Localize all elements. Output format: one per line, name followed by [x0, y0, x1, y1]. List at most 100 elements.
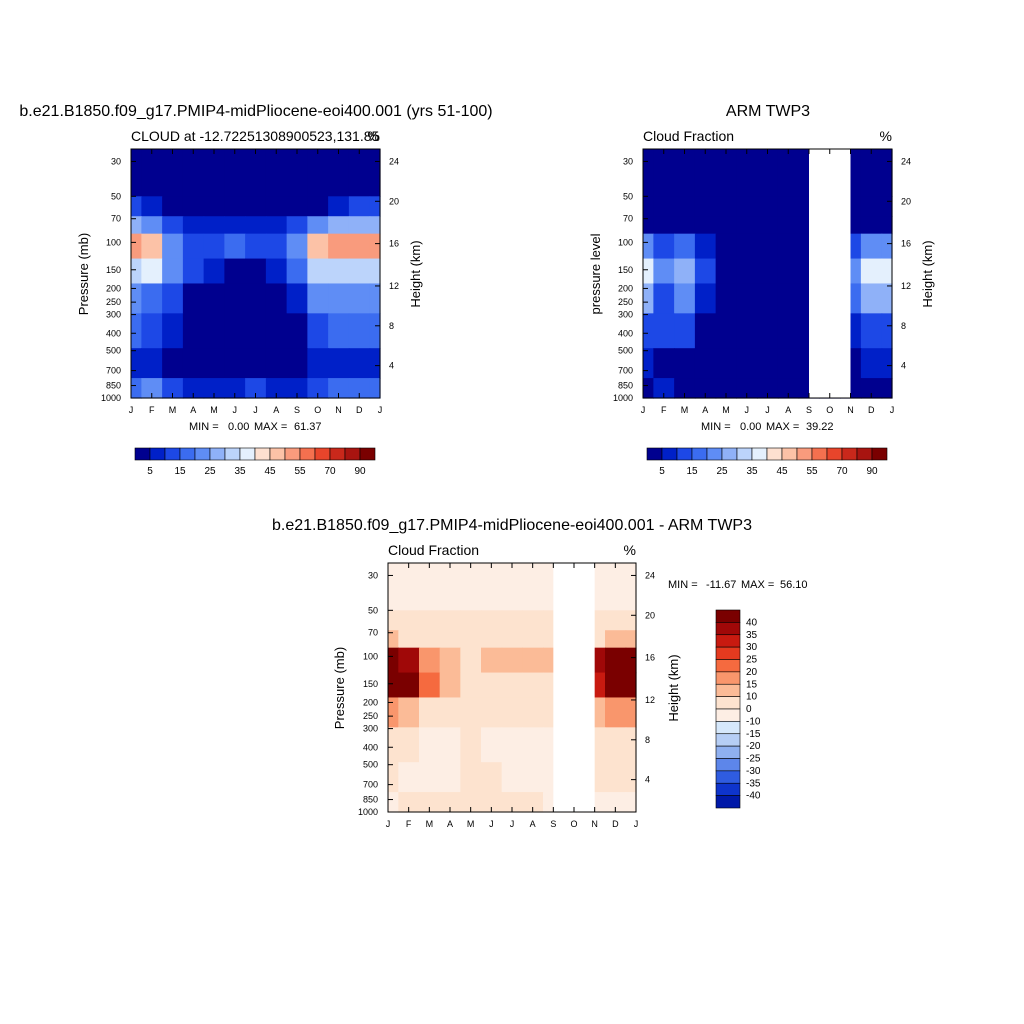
x-tick-label: N	[591, 819, 598, 829]
heatmap-cell	[348, 216, 371, 235]
colorbar-swatch	[254, 447, 271, 461]
y-tick-label: 100	[618, 237, 633, 247]
heatmap-cell	[860, 348, 883, 379]
heatmap-cell	[522, 563, 544, 611]
heatmap-cell	[328, 149, 350, 197]
stats-line: MIN = 0.00 MAX = 39.22	[701, 421, 834, 433]
x-tick-label: J	[386, 819, 391, 829]
heatmap-cell	[182, 233, 205, 260]
heatmap-cell	[398, 792, 420, 813]
heatmap-cell	[715, 378, 737, 399]
x-tick-label: A	[273, 405, 279, 415]
heatmap-cell	[694, 313, 717, 349]
y-tick-label: 30	[623, 156, 633, 166]
heatmap-cell	[501, 563, 523, 611]
heatmap-cell	[694, 258, 717, 285]
heatmap-cell	[757, 258, 779, 285]
panel-title: ARM TWP3	[726, 103, 810, 120]
heatmap-cell	[625, 630, 637, 649]
panel-subtitle-left: CLOUD at -12.72251308900523,131.85	[131, 128, 380, 144]
y-tick-label-right: 4	[389, 361, 394, 371]
y-tick-label: 700	[363, 780, 378, 790]
heatmap-cell	[777, 149, 800, 197]
heatmap-cell	[460, 672, 482, 699]
heatmap-cell	[522, 792, 544, 813]
heatmap-cell	[860, 378, 883, 399]
heatmap-cell	[625, 727, 637, 763]
heatmap-cell	[369, 313, 381, 349]
heatmap-cell	[674, 348, 696, 379]
colorbar-swatch	[329, 447, 346, 461]
y-tick-label-right: 12	[901, 281, 911, 291]
heatmap-cell	[162, 313, 184, 349]
heatmap-cell	[501, 697, 523, 728]
x-tick-label: O	[826, 405, 833, 415]
colorbar-label: 45	[264, 466, 276, 477]
colorbar-swatch	[826, 447, 843, 461]
y-tick-label-right: 8	[901, 321, 906, 331]
heatmap-cell	[141, 348, 163, 379]
heatmap-cell	[439, 727, 461, 763]
heatmap-cell	[715, 258, 737, 285]
heatmap-cell	[348, 233, 371, 260]
heatmap-cell	[203, 283, 225, 314]
x-tick-label: O	[314, 405, 321, 415]
y-tick-label: 50	[623, 191, 633, 201]
y-axis-label: pressure level	[588, 233, 603, 314]
heatmap-cell	[757, 149, 779, 197]
heatmap-cell	[757, 348, 779, 379]
stat-max-value: 56.10	[780, 579, 808, 591]
colorbar-label: 0	[746, 704, 752, 715]
heatmap-cell	[674, 149, 696, 197]
heatmap-cell	[162, 216, 184, 235]
heatmap-cell	[203, 313, 225, 349]
heatmap-cell	[439, 762, 461, 793]
heatmap-cell	[265, 283, 288, 314]
y-tick-label: 200	[363, 697, 378, 707]
colorbar-swatch	[691, 447, 708, 461]
heatmap-cell	[460, 647, 482, 674]
heatmap-cell	[694, 216, 717, 235]
stat-max-label: MAX =	[741, 579, 774, 591]
colorbar-swatch	[269, 447, 286, 461]
heatmap-cell	[286, 216, 308, 235]
colorbar-swatch	[314, 447, 331, 461]
heatmap-cell	[481, 610, 503, 631]
heatmap-cell	[605, 697, 627, 728]
heatmap-cell	[328, 196, 350, 217]
heatmap-cell	[881, 233, 893, 260]
heatmap-cell	[398, 697, 420, 728]
colorbar-swatch	[646, 447, 663, 461]
stat-min-value: 0.00	[228, 421, 249, 433]
heatmap-cell	[265, 233, 288, 260]
heatmap-cell	[674, 283, 696, 314]
heatmap-cell	[348, 283, 371, 314]
heatmap-cell	[286, 313, 308, 349]
heatmap-cell	[224, 216, 246, 235]
colorbar-label: 35	[746, 466, 758, 477]
y-tick-label-right: 24	[389, 156, 399, 166]
heatmap-cell	[522, 697, 544, 728]
colorbar-swatch	[766, 447, 783, 461]
panel-subtitle-right: %	[880, 128, 892, 144]
panel-subtitle-right: %	[368, 128, 380, 144]
y-tick-label-right: 8	[389, 321, 394, 331]
heatmap-cell	[388, 792, 399, 813]
y-tick-label: 300	[618, 310, 633, 320]
colorbar-label: 5	[147, 466, 153, 477]
heatmap-cell	[131, 283, 142, 314]
heatmap-cell	[369, 149, 381, 197]
x-tick-label: M	[210, 405, 218, 415]
heatmap-cell	[460, 563, 482, 611]
heatmap-cell	[307, 258, 329, 285]
x-tick-label: J	[510, 819, 515, 829]
heatmap-cell	[715, 233, 737, 260]
heatmap-cell	[398, 672, 420, 699]
heatmap-cell	[286, 283, 308, 314]
colorbar-swatch	[715, 634, 741, 648]
heatmap-cell	[419, 762, 441, 793]
y-tick-label: 70	[623, 214, 633, 224]
heatmap-cell	[522, 762, 544, 793]
heatmap-cell	[881, 348, 893, 379]
heatmap-cell	[369, 378, 381, 399]
